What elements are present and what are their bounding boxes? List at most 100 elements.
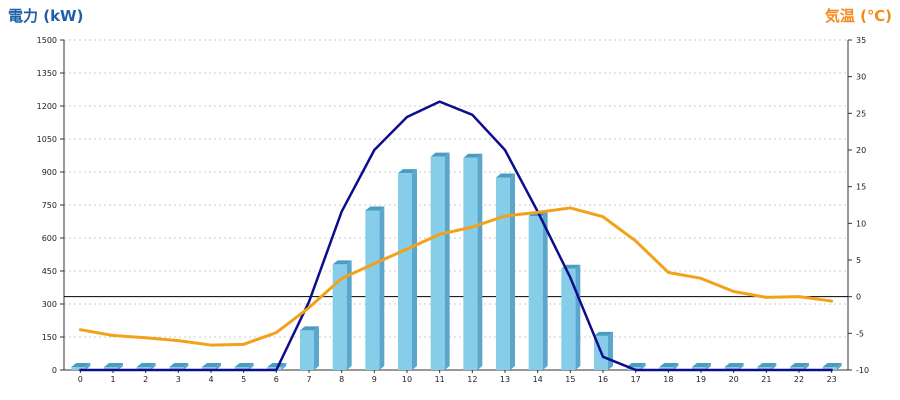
bar-side (738, 363, 744, 370)
x-tick-label: 5 (241, 375, 246, 384)
bar (365, 206, 385, 370)
x-tick-label: 21 (761, 375, 771, 384)
right-tick-label: -5 (856, 329, 864, 338)
bar-front (659, 367, 674, 370)
x-tick-label: 3 (176, 375, 181, 384)
bar (104, 363, 123, 370)
bar-top (790, 363, 809, 367)
bar (398, 169, 417, 370)
bar-side (673, 363, 679, 370)
bar-front (136, 367, 151, 370)
bar-front (300, 330, 314, 370)
x-tick-label: 2 (143, 375, 148, 384)
bar (659, 363, 679, 370)
bar (496, 173, 515, 370)
bar-front (790, 367, 804, 370)
bar-side (248, 363, 254, 370)
x-tick-label: 7 (306, 375, 311, 384)
bar (724, 363, 744, 370)
bar-side (118, 363, 123, 370)
bar-top (365, 206, 385, 211)
x-tick-label: 0 (78, 375, 83, 384)
left-tick-label: 450 (42, 267, 57, 276)
bars-layer (71, 152, 842, 370)
bar-front (71, 367, 86, 370)
bar-top (104, 363, 123, 367)
bar-front (267, 367, 282, 370)
bar-side (150, 363, 156, 370)
bar-side (542, 212, 548, 370)
bar (757, 363, 777, 370)
bar-front (202, 367, 216, 370)
bar-top (594, 331, 613, 336)
power-line (79, 100, 833, 372)
axis-layer (60, 39, 852, 373)
bar (300, 326, 319, 370)
left-tick-label: 150 (42, 333, 57, 342)
bar-top (757, 363, 777, 367)
x-tick-label: 17 (631, 375, 641, 384)
grid-layer (64, 39, 848, 338)
bar (822, 363, 842, 370)
bar (692, 363, 711, 370)
left-tick-label: 1050 (37, 135, 57, 144)
bar-side (346, 260, 352, 370)
x-tick-label: 4 (208, 375, 213, 384)
bar-top (692, 363, 711, 367)
x-tick-label: 16 (598, 375, 608, 384)
bar-side (608, 331, 613, 370)
bar-front (169, 367, 184, 370)
x-tick-label: 15 (565, 375, 575, 384)
right-tick-label: 0 (856, 293, 861, 302)
bar (561, 264, 581, 370)
bar-top (234, 363, 254, 367)
x-tick-label: 20 (729, 375, 739, 384)
x-tick-label: 8 (339, 375, 344, 384)
labels-layer: 01503004506007509001050120013501500-10-5… (37, 36, 869, 384)
left-axis-title: 電力 (kW) (8, 7, 84, 25)
left-tick-label: 300 (42, 300, 57, 309)
bar-front (496, 177, 510, 370)
bar-top (659, 363, 679, 367)
bar-front (561, 268, 576, 370)
bar (332, 260, 352, 370)
bar-top (136, 363, 156, 367)
bar (790, 363, 809, 370)
bar-side (640, 363, 646, 370)
x-tick-label: 6 (274, 375, 279, 384)
bar-front (365, 210, 380, 370)
bar (463, 153, 483, 370)
left-tick-label: 750 (42, 201, 57, 210)
bar-top (71, 363, 91, 367)
bar (234, 363, 254, 370)
right-tick-label: -10 (856, 366, 869, 375)
bar-side (85, 363, 91, 370)
bar (594, 331, 613, 370)
bar-top (300, 326, 319, 331)
x-tick-label: 11 (435, 375, 445, 384)
x-tick-label: 1 (110, 375, 115, 384)
bar-side (836, 363, 842, 370)
x-tick-label: 19 (696, 375, 706, 384)
bar (71, 363, 91, 370)
bar (136, 363, 156, 370)
bar-side (575, 264, 581, 370)
bar-top (724, 363, 744, 367)
x-tick-label: 10 (402, 375, 412, 384)
bar-side (804, 363, 809, 370)
right-tick-label: 15 (856, 183, 866, 192)
bar (528, 212, 548, 370)
bar-top (202, 363, 221, 367)
left-tick-label: 1350 (37, 69, 57, 78)
bar (202, 363, 221, 370)
right-tick-label: 30 (856, 73, 866, 82)
bar-top (626, 363, 646, 367)
left-tick-label: 0 (52, 366, 57, 375)
bar-front (724, 367, 739, 370)
bar-side (281, 363, 287, 370)
right-tick-label: 20 (856, 146, 866, 155)
bar-front (430, 156, 445, 370)
x-tick-label: 14 (533, 375, 543, 384)
bar-front (234, 367, 249, 370)
left-tick-label: 1200 (37, 102, 57, 111)
